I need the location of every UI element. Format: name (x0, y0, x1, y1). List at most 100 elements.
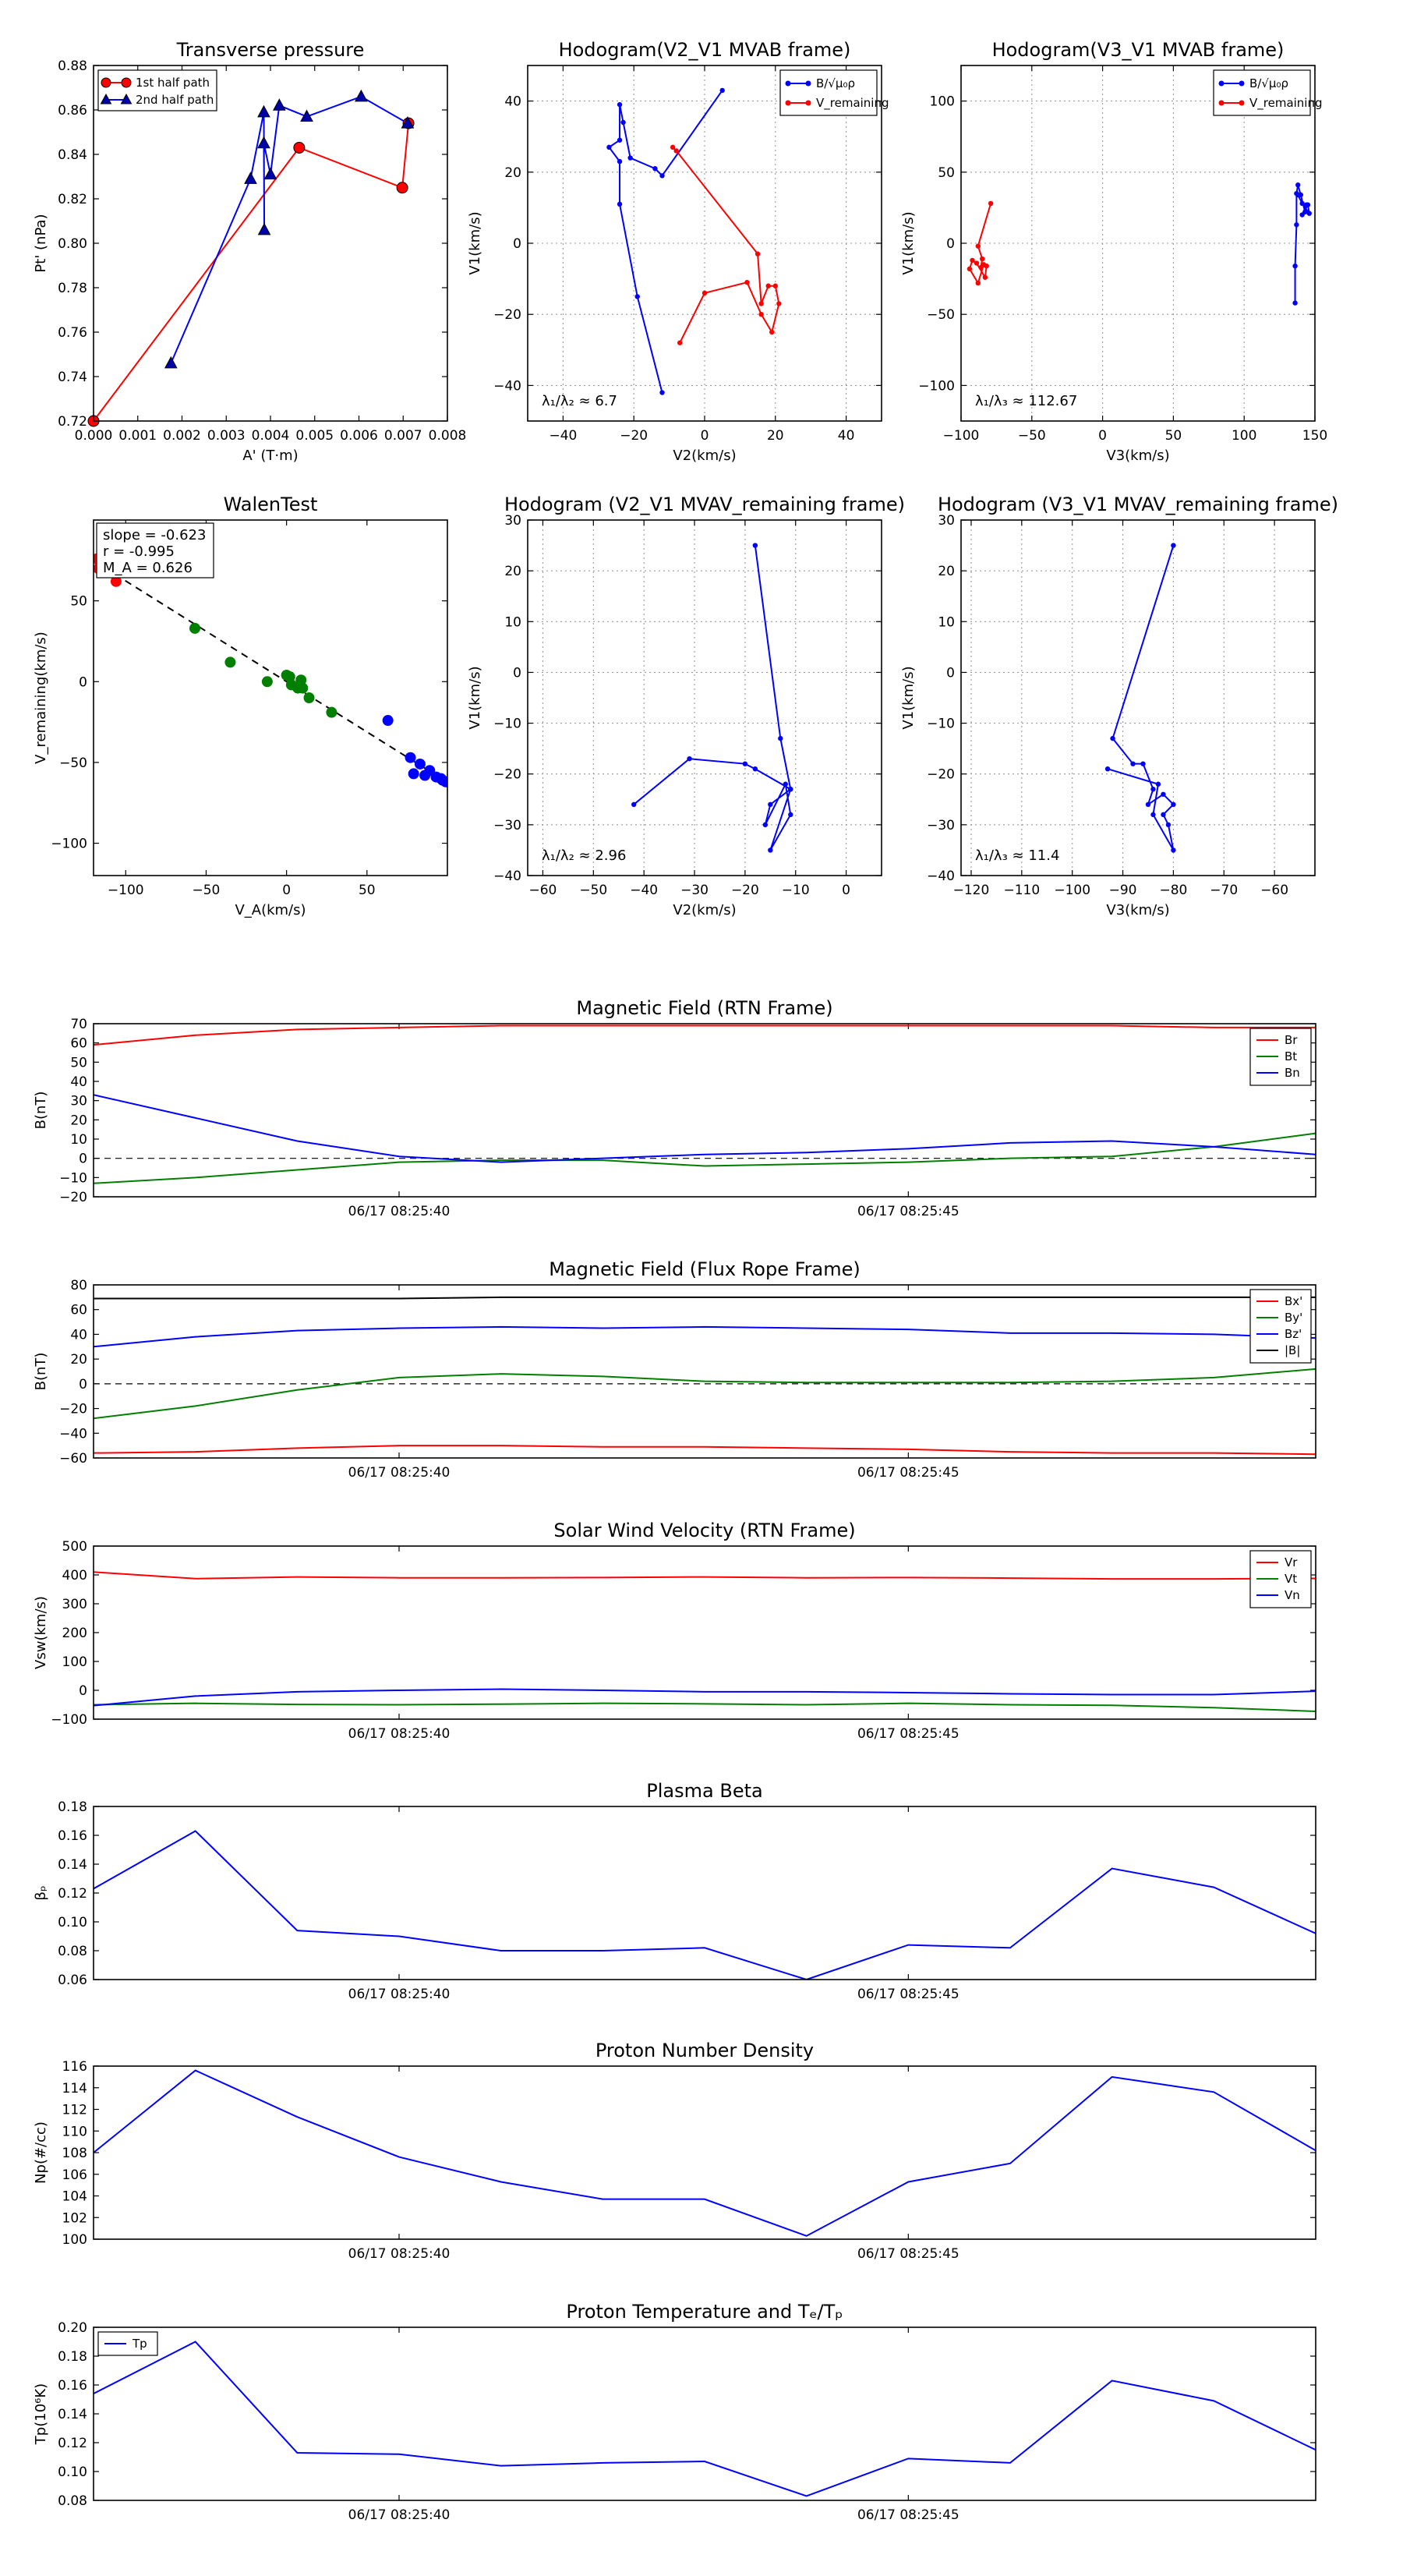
data-point (617, 101, 623, 108)
data-point (1305, 202, 1311, 207)
data-point (617, 158, 623, 165)
y-tick-label: 100 (62, 1654, 87, 1670)
data-point (1150, 812, 1156, 818)
legend-label: 1st half path (136, 76, 210, 90)
data-point (396, 182, 408, 194)
y-tick-label: 0.16 (58, 2378, 87, 2394)
chart-title: Solar Wind Velocity (RTN Frame) (553, 1520, 855, 1541)
data-point (1161, 812, 1166, 818)
data-point (224, 656, 236, 668)
legend-marker (101, 77, 111, 88)
y-tick-label: 0.74 (58, 370, 87, 385)
legend-label: V_remaining (1249, 96, 1323, 111)
data-point (1145, 801, 1151, 808)
data-point (300, 109, 313, 122)
y-tick-label: 0 (513, 665, 521, 681)
data-point (414, 758, 426, 770)
data-point (687, 755, 692, 762)
legend-marker (785, 80, 791, 87)
x-axis-label: V2(km/s) (673, 448, 736, 464)
legend-marker (1239, 100, 1245, 106)
x-tick-label: −100 (1054, 883, 1090, 898)
y-tick-label: 0 (513, 236, 521, 252)
y-tick-label: 0.84 (58, 147, 87, 163)
data-point (788, 812, 793, 818)
grid-lines (961, 519, 1315, 876)
legend-label: |B| (1285, 1343, 1300, 1357)
y-tick-label: 60 (70, 1303, 87, 1318)
legend-label: Vr (1285, 1555, 1298, 1569)
plot-area (94, 1571, 1316, 1713)
chart-title: WalenTest (224, 494, 318, 515)
y-tick-label: 80 (70, 1278, 87, 1293)
data-point (762, 822, 769, 828)
series-line-br (94, 1024, 1316, 1046)
y-tick-label: 10 (70, 1132, 87, 1148)
x-tick-label: 0 (282, 883, 291, 898)
legend-label: Br (1285, 1033, 1298, 1047)
y-tick-label: 0.80 (58, 236, 87, 252)
data-point (405, 752, 416, 763)
legend-label: 2nd half path (136, 93, 214, 107)
data-point (769, 329, 775, 335)
x-tick-label: 0 (842, 883, 850, 898)
chart-tp: Proton Temperature and Tₑ/Tₚ 06/17 08:25:… (33, 2301, 1316, 2523)
axes-frame (960, 519, 1316, 876)
y-tick-label: 110 (62, 2124, 87, 2139)
y-tick-label: 0.72 (58, 414, 87, 430)
y-tick-label: 50 (70, 594, 87, 610)
legend-marker (805, 80, 811, 87)
data-point (752, 543, 758, 548)
legend-label: Vn (1285, 1588, 1300, 1602)
data-point (670, 144, 676, 150)
y-tick-label: 0.18 (58, 2349, 87, 2365)
data-point (677, 340, 683, 345)
axes-frame (93, 2327, 1316, 2501)
y-tick-label: 0 (79, 674, 87, 690)
data-point (758, 301, 764, 306)
data-point (164, 356, 178, 369)
y-tick-label: 0.76 (58, 325, 87, 341)
y-tick-label: 0.10 (58, 2465, 87, 2480)
series-line-beta (94, 1830, 1316, 1980)
axes-frame (93, 519, 448, 876)
data-point (982, 274, 988, 280)
x-tick-label: 0.006 (340, 428, 378, 444)
y-tick-label: −100 (51, 1712, 87, 1728)
y-tick-label: 0.88 (58, 58, 87, 74)
data-point (620, 119, 626, 126)
series-line-vn (94, 1688, 1316, 1707)
data-point (303, 692, 315, 703)
chart-vsw: Solar Wind Velocity (RTN Frame) 06/17 08:… (33, 1520, 1316, 1742)
data-point (263, 167, 277, 180)
y-tick-label: 10 (504, 614, 521, 630)
y-tick-label: 0.20 (58, 2320, 87, 2336)
x-axis-label: V2(km/s) (673, 902, 736, 918)
data-point (783, 781, 788, 787)
legend-label: B/√μ₀ρ (816, 76, 855, 90)
y-tick-label: 20 (70, 1352, 87, 1368)
data-point (768, 847, 773, 853)
y-tick-label: 50 (70, 1055, 87, 1070)
axes-frame (93, 1284, 1316, 1459)
y-tick-label: 100 (930, 94, 955, 110)
data-point (673, 148, 679, 154)
series-line-v (1107, 545, 1175, 851)
chart-title: Magnetic Field (RTN Frame) (576, 997, 832, 1019)
data-point (970, 257, 975, 264)
x-tick-label: −70 (1210, 883, 1238, 898)
data-point (1104, 766, 1111, 772)
x-tick-label: −90 (1109, 883, 1137, 898)
data-point (1130, 761, 1136, 766)
chart-bflux: Magnetic Field (Flux Rope Frame) 06/17 08… (33, 1258, 1316, 1481)
x-tick-label: 20 (767, 428, 784, 444)
data-point (1294, 222, 1299, 228)
x-tick-label: 06/17 08:25:40 (348, 1987, 451, 2002)
x-tick-label: 0.005 (295, 428, 334, 444)
data-point (189, 622, 201, 634)
axes-frame (527, 65, 882, 422)
x-axis-label: V3(km/s) (1106, 448, 1169, 464)
data-point (297, 682, 309, 694)
legend-label: Tp (132, 2337, 147, 2351)
